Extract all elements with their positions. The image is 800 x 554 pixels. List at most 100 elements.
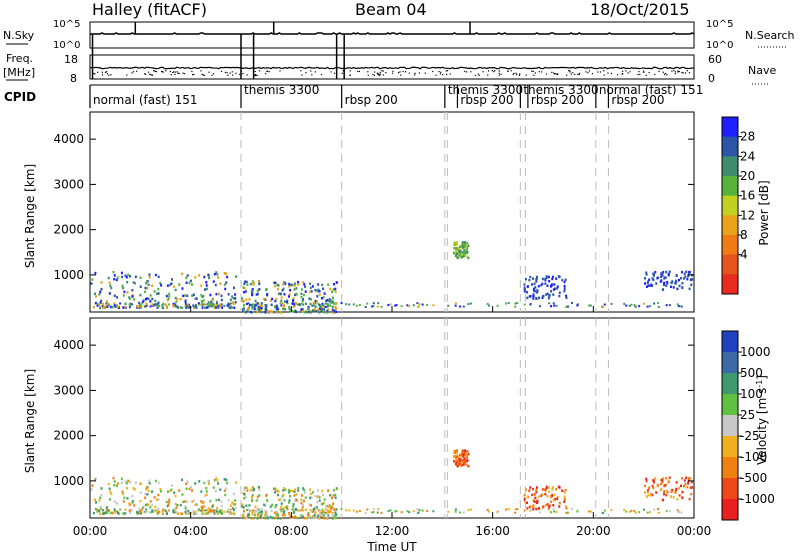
data-point	[326, 309, 329, 313]
data-point	[243, 290, 246, 294]
data-point	[603, 509, 606, 512]
data-point	[389, 509, 392, 512]
nave-point	[151, 74, 154, 76]
data-point	[460, 253, 463, 257]
data-point	[648, 305, 651, 308]
data-point	[667, 479, 670, 483]
data-point	[666, 280, 669, 284]
data-point	[334, 290, 337, 294]
data-point	[644, 491, 647, 494]
data-point	[258, 488, 261, 492]
data-point	[660, 482, 663, 486]
data-point	[124, 508, 127, 512]
colorbar-swatch	[722, 415, 738, 437]
data-point	[234, 297, 237, 300]
data-point	[653, 302, 656, 305]
data-point	[212, 486, 215, 489]
data-point	[333, 302, 336, 305]
data-point	[316, 495, 319, 499]
data-point	[219, 282, 222, 285]
nave-point	[227, 74, 229, 76]
data-point	[184, 305, 187, 308]
data-point	[456, 464, 459, 468]
data-point	[576, 509, 579, 512]
nave-point	[682, 72, 684, 74]
data-point	[463, 461, 466, 465]
data-point	[275, 511, 278, 514]
data-point	[602, 305, 605, 308]
data-point	[651, 284, 654, 287]
data-point	[460, 256, 463, 259]
colorbar-swatch	[722, 136, 738, 157]
data-point	[532, 507, 535, 511]
data-point	[464, 453, 467, 456]
colorbar-swatch	[722, 156, 738, 177]
nave-point	[482, 71, 484, 73]
data-point	[149, 300, 152, 303]
data-point	[320, 296, 323, 300]
data-point	[663, 277, 666, 280]
colorbar-swatch	[722, 195, 738, 216]
data-point	[94, 507, 97, 511]
data-point	[188, 281, 191, 285]
nsky-tick-low: 10^0	[53, 40, 80, 51]
nave-point	[153, 70, 155, 72]
data-point	[295, 499, 298, 502]
data-point	[230, 508, 233, 511]
data-point	[674, 491, 677, 494]
data-point	[555, 277, 558, 280]
data-point	[149, 506, 152, 509]
data-point	[216, 479, 219, 482]
data-point	[538, 296, 541, 300]
data-point	[243, 310, 246, 314]
data-point	[302, 293, 305, 297]
freq-label: Freq.	[6, 52, 33, 65]
data-point	[157, 292, 160, 295]
data-point	[232, 301, 235, 304]
data-point	[461, 246, 464, 250]
data-point	[563, 287, 566, 291]
data-point	[220, 509, 223, 512]
nave-point	[464, 70, 466, 72]
data-point	[151, 303, 154, 306]
data-point	[526, 507, 529, 510]
data-point	[289, 309, 292, 313]
data-point	[644, 276, 647, 280]
data-point	[285, 506, 288, 510]
data-point	[331, 506, 334, 510]
data-point	[174, 509, 177, 512]
data-point	[131, 293, 134, 297]
data-point	[317, 302, 320, 306]
data-point	[652, 486, 655, 490]
data-point	[659, 488, 662, 492]
data-point	[329, 493, 332, 497]
nave-point	[310, 70, 312, 72]
data-point	[421, 303, 424, 306]
data-point	[206, 306, 209, 309]
data-point	[148, 273, 151, 276]
data-point	[589, 510, 592, 513]
data-point	[162, 302, 165, 306]
data-point	[95, 501, 98, 504]
cpid-segment-label: normal (fast) 151	[599, 83, 703, 97]
x-tick-label: 04:00	[173, 524, 208, 538]
data-point	[154, 299, 157, 303]
data-point	[312, 510, 315, 513]
data-point	[486, 302, 489, 305]
data-point	[113, 508, 116, 511]
data-point	[257, 515, 260, 518]
data-point	[326, 303, 329, 306]
data-point	[691, 278, 694, 281]
nave-point	[674, 71, 677, 73]
data-point	[270, 303, 273, 307]
data-point	[275, 513, 278, 516]
data-point	[467, 303, 470, 306]
data-point	[662, 491, 665, 494]
data-point	[295, 508, 298, 511]
data-point	[117, 511, 120, 514]
data-point	[165, 500, 168, 504]
data-point	[366, 302, 369, 305]
data-point	[128, 305, 131, 309]
data-point	[553, 498, 556, 501]
data-point	[292, 511, 295, 514]
